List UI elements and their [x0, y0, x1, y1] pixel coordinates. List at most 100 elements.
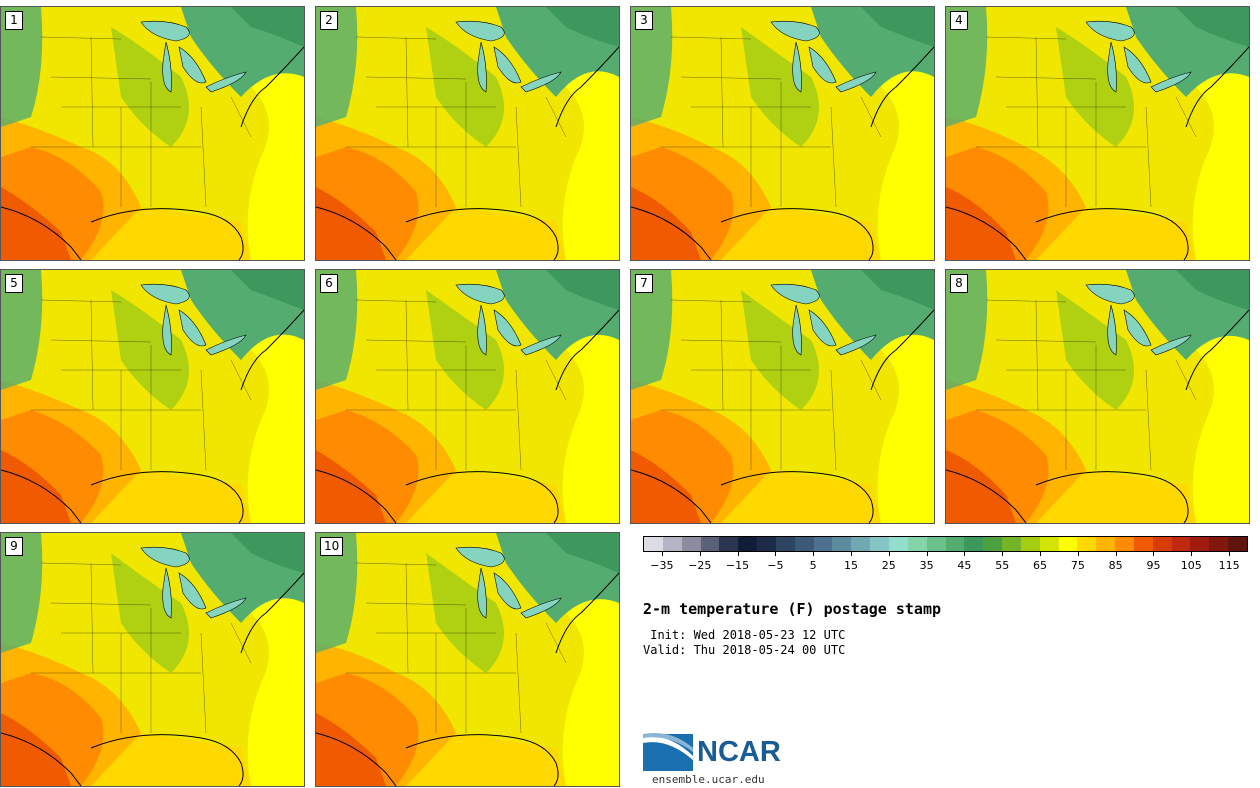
member-number: 9: [5, 537, 23, 556]
map-feature: [770, 20, 820, 42]
temperature-map: [946, 7, 1249, 260]
map-feature: [111, 290, 189, 410]
map-feature: [976, 36, 1197, 208]
temperature-map: [631, 7, 934, 260]
colorbar-tick: [964, 552, 966, 556]
member-number: 3: [635, 11, 653, 30]
map-feature: [178, 46, 207, 84]
map-feature: [546, 7, 619, 47]
colorbar-swatch: [1020, 537, 1040, 551]
colorbar-swatch: [1058, 537, 1078, 551]
colorbar-tick: [737, 552, 739, 556]
colorbar-swatch: [1228, 537, 1247, 551]
map-feature: [1, 309, 304, 523]
map-feature: [741, 27, 819, 147]
temperature-map: [946, 270, 1249, 523]
colorbar-tick-label: 85: [1108, 559, 1123, 572]
colorbar-swatch: [1096, 537, 1116, 551]
colorbar-swatch: [719, 537, 739, 551]
colorbar-tick: [1229, 552, 1231, 556]
map-feature: [1150, 334, 1192, 356]
map-feature: [493, 309, 522, 347]
map-feature: [316, 270, 358, 390]
colorbar-tick-label: 115: [1218, 559, 1240, 572]
colorbar-tick-label: −35: [650, 559, 674, 572]
member-panel: 9: [0, 532, 305, 787]
map-feature: [631, 270, 673, 390]
map-feature: [316, 533, 358, 653]
colorbar-tick-label: 45: [957, 559, 972, 572]
map-feature: [205, 597, 247, 619]
colorbar-tick-label: −25: [688, 559, 712, 572]
map-feature: [861, 44, 934, 260]
colorbar-swatch: [888, 537, 908, 551]
temperature-map: [1, 7, 304, 260]
colorbar-swatch: [1209, 537, 1229, 551]
colorbar-swatch: [757, 537, 776, 551]
map-feature: [316, 46, 619, 260]
map-feature: [111, 553, 189, 673]
map-feature: [346, 299, 567, 471]
member-panel: 2: [315, 6, 620, 261]
colorbar-swatch: [983, 537, 1003, 551]
map-feature: [140, 546, 190, 568]
map-feature: [178, 309, 207, 347]
map-feature: [546, 44, 619, 260]
map-feature: [546, 570, 619, 786]
colorbar-tick-label: 105: [1180, 559, 1202, 572]
colorbar-swatch: [644, 537, 663, 551]
map-feature: [1, 450, 71, 523]
ncar-logo-icon: [643, 732, 693, 771]
colorbar-tick-label: 5: [809, 559, 817, 572]
colorbar-tick: [850, 552, 852, 556]
map-feature: [31, 299, 252, 471]
map-feature: [205, 71, 247, 93]
colorbar-swatch: [907, 537, 927, 551]
colorbar-tick-label: −5: [767, 559, 784, 572]
figure-title: 2-m temperature (F) postage stamp: [643, 600, 942, 618]
member-panel: 10: [315, 532, 620, 787]
temperature-map: [1, 270, 304, 523]
map-feature: [792, 304, 802, 356]
colorbar-tick: [1077, 552, 1079, 556]
colorbar-swatch: [945, 537, 965, 551]
map-feature: [455, 546, 505, 568]
colorbar-swatch: [794, 537, 814, 551]
map-feature: [546, 533, 619, 573]
map-feature: [1123, 309, 1152, 347]
colorbar-swatch: [1190, 537, 1210, 551]
colorbar-swatch: [1133, 537, 1153, 551]
temperature-map: [316, 533, 619, 786]
map-feature: [520, 71, 562, 93]
colorbar-tick-label: 65: [1033, 559, 1048, 572]
colorbar-swatch: [926, 537, 946, 551]
colorbar-tick-label: 75: [1070, 559, 1085, 572]
colorbar-swatch: [1152, 537, 1172, 551]
member-panel: 1: [0, 6, 305, 261]
map-feature: [477, 567, 487, 619]
map-feature: [1150, 71, 1192, 93]
map-feature: [316, 450, 386, 523]
map-feature: [976, 299, 1197, 471]
map-feature: [741, 290, 819, 410]
colorbar-swatch: [1115, 537, 1134, 551]
map-feature: [493, 572, 522, 610]
colorbar-tick: [813, 552, 815, 556]
map-feature: [808, 309, 837, 347]
map-feature: [111, 27, 189, 147]
map-feature: [631, 46, 934, 260]
colorbar-tick: [661, 552, 663, 556]
map-feature: [162, 304, 172, 356]
map-feature: [316, 187, 386, 260]
map-feature: [946, 7, 988, 127]
temperature-map: [316, 7, 619, 260]
colorbar-tick: [1002, 552, 1004, 556]
map-feature: [231, 570, 304, 786]
map-feature: [477, 41, 487, 93]
member-number: 4: [950, 11, 968, 30]
temperature-map: [1, 533, 304, 786]
map-feature: [231, 7, 304, 47]
map-feature: [1176, 44, 1249, 260]
map-feature: [426, 290, 504, 410]
colorbar-tick-label: 25: [881, 559, 896, 572]
